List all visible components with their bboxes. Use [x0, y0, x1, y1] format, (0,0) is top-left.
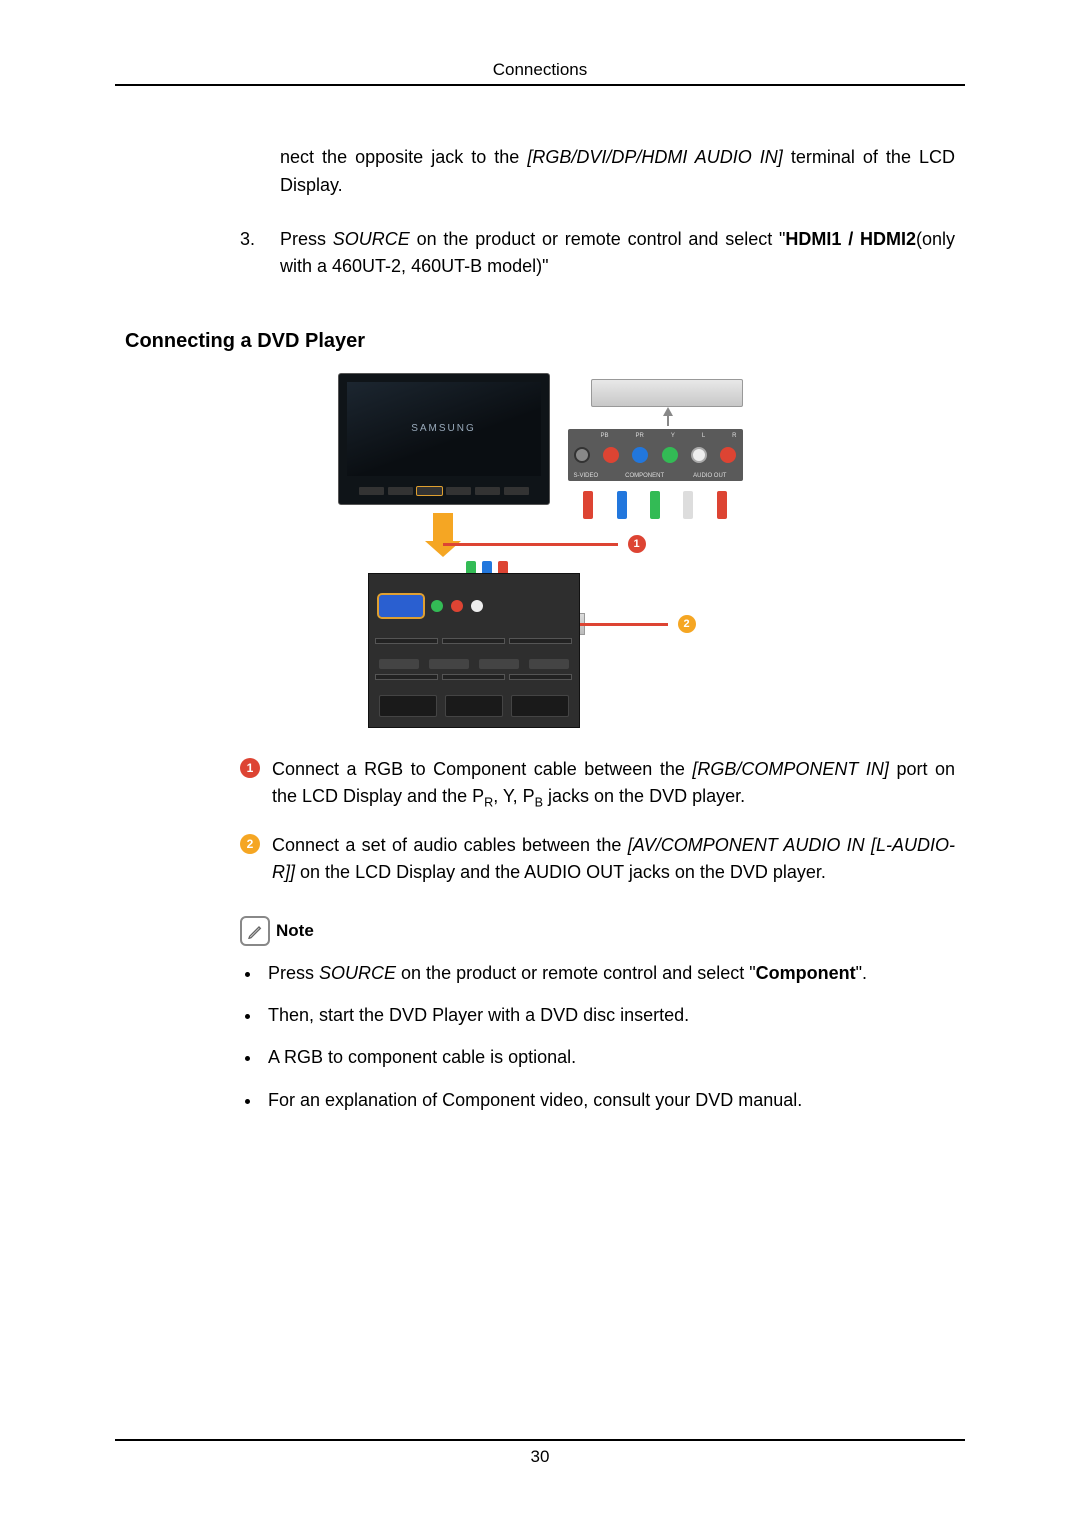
component-pb-jack — [603, 447, 619, 463]
port — [379, 659, 419, 669]
plug-red — [717, 491, 727, 519]
rear-row-3 — [379, 695, 569, 717]
label-y: Y — [671, 433, 675, 439]
lcd-rear-panel — [368, 573, 580, 728]
svideo-jack — [574, 447, 590, 463]
note-item-3: A RGB to component cable is optional. — [262, 1044, 955, 1070]
rca-green — [431, 600, 443, 612]
tv-bottom-ports — [359, 484, 529, 498]
text: jacks on the DVD player. — [543, 786, 745, 806]
connection-diagram: SAMSUNG PB PR Y L R — [338, 373, 743, 728]
badge-1-icon: 1 — [628, 535, 646, 553]
rear-row-2 — [379, 656, 569, 672]
jack-labels: PB PR Y L R — [574, 433, 737, 439]
source-keyword: SOURCE — [333, 229, 410, 249]
dvd-player-rear: PB PR Y L R S-VIDE — [568, 429, 743, 481]
text: Press — [280, 229, 333, 249]
content-area: nect the opposite jack to the [RGB/DVI/D… — [115, 86, 965, 1113]
audio-l-jack — [691, 447, 707, 463]
callout-1-text: Connect a RGB to Component cable between… — [272, 756, 955, 812]
callout-2: 2 Connect a set of audio cables between … — [240, 832, 955, 886]
note-label: Note — [276, 921, 314, 941]
note-head: Note — [240, 916, 955, 946]
orange-arrow-icon — [433, 513, 453, 541]
label-component: COMPONENT — [606, 473, 683, 479]
label-audio-out: AUDIO OUT — [683, 473, 736, 479]
component-y-jack — [662, 447, 678, 463]
callouts: 1 Connect a RGB to Component cable betwe… — [240, 756, 955, 886]
jack-row — [574, 447, 737, 463]
text: on the product or remote control and sel… — [396, 963, 756, 983]
tv-screen: SAMSUNG — [347, 382, 541, 476]
rear-labels-2 — [375, 674, 573, 680]
rca-red — [451, 600, 463, 612]
text: nect the opposite jack to the — [280, 147, 527, 167]
cable-line-1 — [443, 543, 618, 546]
rgb-component-in-port — [379, 595, 423, 617]
page-footer: 30 — [115, 1439, 965, 1467]
note-icon — [240, 916, 270, 946]
step-3: 3. Press SOURCE on the product or remote… — [240, 226, 955, 280]
terminal-name: [RGB/DVI/DP/HDMI AUDIO IN] — [527, 147, 782, 167]
plug-green — [650, 491, 660, 519]
port-name: [RGB/COMPONENT IN] — [692, 759, 889, 779]
plug-white — [683, 491, 693, 519]
label-r: R — [732, 433, 736, 439]
page: Connections nect the opposite jack to th… — [0, 0, 1080, 1527]
rear-labels-1 — [375, 638, 573, 644]
subscript-r: R — [484, 795, 493, 809]
footer-rule — [115, 1439, 965, 1441]
subscript-b: B — [535, 795, 543, 809]
port — [479, 659, 519, 669]
label-svideo: S-VIDEO — [574, 473, 607, 479]
dvd-player-top — [591, 379, 743, 407]
note-item-2: Then, start the DVD Player with a DVD di… — [262, 1002, 955, 1028]
continued-paragraph: nect the opposite jack to the [RGB/DVI/D… — [280, 144, 955, 200]
text: ". — [856, 963, 867, 983]
callout-2-text: Connect a set of audio cables between th… — [272, 832, 955, 886]
text: Connect a set of audio cables between th… — [272, 835, 628, 855]
callout-1: 1 Connect a RGB to Component cable betwe… — [240, 756, 955, 812]
source-keyword: SOURCE — [319, 963, 396, 983]
section-heading: Connecting a DVD Player — [125, 330, 955, 353]
diagram-container: SAMSUNG PB PR Y L R — [125, 373, 955, 728]
hdmi-label: HDMI1 / HDMI2 — [785, 229, 916, 249]
text: , Y, P — [493, 786, 534, 806]
plug-blue — [617, 491, 627, 519]
cable-plugs-down — [572, 491, 739, 519]
rear-row-1 — [379, 588, 569, 624]
plug-red — [583, 491, 593, 519]
audio-r-jack — [720, 447, 736, 463]
component-pr-jack — [632, 447, 648, 463]
dvd-section-labels: S-VIDEO COMPONENT AUDIO OUT — [574, 473, 737, 479]
step-number: 3. — [240, 226, 280, 280]
port — [429, 659, 469, 669]
note-item-1: Press SOURCE on the product or remote co… — [262, 960, 955, 986]
label-l: L — [702, 433, 705, 439]
note-list: Press SOURCE on the product or remote co… — [240, 960, 955, 1112]
badge-2-icon: 2 — [678, 615, 696, 633]
rca-white — [471, 600, 483, 612]
note-item-4: For an explanation of Component video, c… — [262, 1087, 955, 1113]
dvd-arrow-icon — [663, 407, 673, 416]
step-text: Press SOURCE on the product or remote co… — [280, 226, 955, 280]
label-pb: PB — [600, 433, 608, 439]
callout-2-badge: 2 — [240, 834, 260, 854]
text: Connect a RGB to Component cable between… — [272, 759, 692, 779]
text: on the LCD Display and the AUDIO OUT jac… — [295, 862, 826, 882]
callout-1-badge: 1 — [240, 758, 260, 778]
header-section-title: Connections — [115, 60, 965, 84]
page-number: 30 — [115, 1447, 965, 1467]
tv-front: SAMSUNG — [338, 373, 550, 505]
note-block: Note Press SOURCE on the product or remo… — [240, 916, 955, 1112]
port — [529, 659, 569, 669]
text: Press — [268, 963, 319, 983]
component-label: Component — [756, 963, 856, 983]
label-pr: PR — [635, 433, 643, 439]
text: on the product or remote control and sel… — [410, 229, 786, 249]
